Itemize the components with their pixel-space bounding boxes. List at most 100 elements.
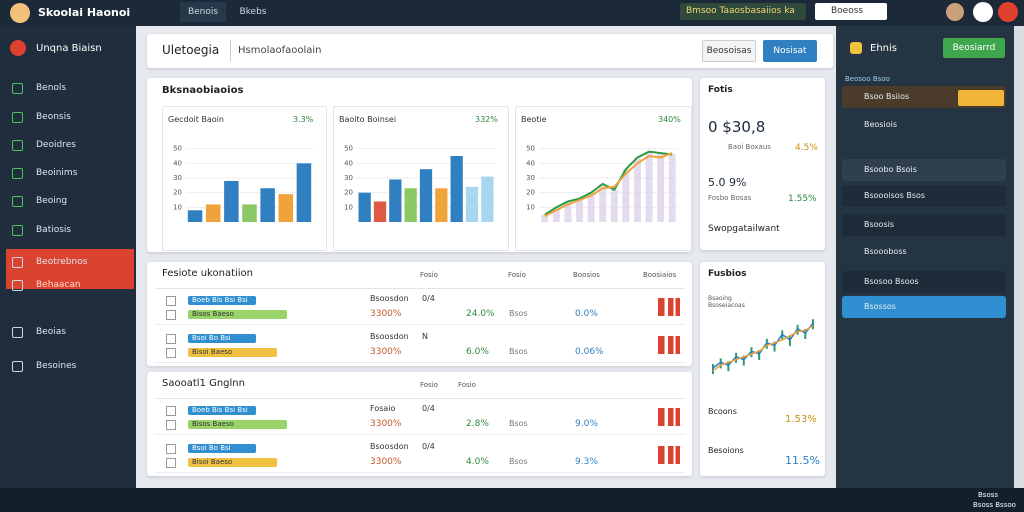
line (544, 152, 673, 218)
checkbox (166, 296, 176, 306)
row-name: Bsoosdon (370, 442, 409, 451)
sidebar-item[interactable]: Deoidres (36, 140, 76, 150)
y-tick-label: 30 (526, 174, 535, 182)
sidebar-item[interactable]: Benols (36, 83, 67, 93)
bar (187, 210, 203, 222)
y-tick-label: 50 (173, 145, 182, 153)
icon-button[interactable] (973, 2, 993, 22)
sidebar-icon (12, 112, 23, 123)
tab[interactable]: Benois (180, 2, 226, 22)
bar (205, 204, 221, 222)
bar (541, 214, 549, 222)
chart: 10 20 30 40 50 (173, 145, 313, 222)
date: Bsoss Bssoo (973, 501, 1016, 509)
tab[interactable]: Bkebs (239, 7, 267, 17)
rightbar-item[interactable]: Bsoooboss (864, 247, 907, 256)
mini-bars (658, 446, 680, 464)
y-tick-label: 10 (344, 203, 353, 211)
tag: Boeb Bis Bsi Bsi (188, 296, 256, 305)
header-title: Uletoegia (162, 43, 220, 57)
search[interactable]: Boeoss (815, 3, 887, 20)
divider (155, 472, 685, 473)
rightbar-item[interactable]: Bsosoo Bsoos (842, 271, 1006, 293)
sidebar-item[interactable]: Beonsis (36, 112, 71, 122)
bar (481, 176, 494, 222)
sidebar-icon (12, 140, 23, 151)
user-avatar[interactable] (946, 3, 964, 21)
row-name: Bsoosdon (370, 294, 409, 303)
divider (155, 362, 685, 363)
bar (224, 180, 239, 222)
stats-sub: Baoi Boxaus (728, 143, 771, 151)
sidebar-item[interactable]: Besoines (36, 361, 77, 371)
row-mid: N (422, 332, 428, 341)
row-value: Bsos (509, 347, 528, 356)
sidebar-item[interactable]: Beoias (36, 327, 66, 337)
row-value: 4.0% (466, 457, 489, 467)
bar (450, 156, 463, 222)
y-tick-label: 20 (344, 189, 353, 197)
row-mid: 0/4 (422, 404, 435, 413)
y-tick-label: 10 (526, 203, 535, 211)
sidebar-item[interactable]: Behaacan (36, 280, 81, 290)
y-tick-label: 50 (526, 145, 535, 153)
stats-pct: 1.55% (788, 194, 817, 204)
stats-card (700, 78, 825, 250)
sidebar-item[interactable]: Batiosis (36, 225, 72, 235)
sidebar-icon (12, 196, 23, 207)
sidebar-item[interactable]: Beoinims (36, 168, 78, 178)
rightbar-item[interactable]: Bsoooisos Bsos (842, 185, 1006, 207)
row-amount: 3300% (370, 419, 402, 429)
row-value: 6.0% (466, 347, 489, 357)
column-header: Fosio (420, 271, 438, 279)
button[interactable]: Beosoisas (702, 40, 756, 62)
column-header: Boosios (573, 271, 600, 279)
icon (850, 42, 862, 54)
y-tick-label: 50 (344, 145, 353, 153)
button[interactable]: Nosisat (763, 40, 817, 62)
bar (657, 153, 665, 222)
badge (958, 90, 1004, 106)
bar (296, 163, 312, 222)
row-mid: 0/4 (422, 442, 435, 451)
close-button[interactable] (998, 2, 1018, 22)
row-value: Bsos (509, 457, 528, 466)
chart-title: Baoito Boinsei (339, 115, 397, 124)
y-tick-label: 30 (173, 174, 182, 182)
bar (599, 183, 607, 222)
avatar (10, 3, 30, 23)
sidebar-item[interactable]: Beoing (36, 196, 68, 206)
sidebar-title: Unqna Biaisn (36, 43, 102, 54)
table-title: Fesiote ukonatiion (162, 268, 254, 279)
rightbar-item[interactable]: Bsossos (842, 296, 1006, 318)
chart-value: 3.3% (293, 115, 314, 124)
sidebar-icon (12, 327, 23, 338)
notice[interactable]: Bmsoo Taaosbasaiios ka (680, 3, 806, 20)
header-subtitle: Hsmolaofaoolain (238, 45, 322, 56)
rightbar-item[interactable]: Bsoosis (842, 214, 1006, 236)
trend-chart (712, 319, 814, 374)
row-amount: 3300% (370, 309, 402, 319)
trend-label: Bsaoing Bsoseiacoas (708, 295, 745, 309)
scrollbar (1014, 26, 1024, 488)
row-value: 9.0% (575, 419, 598, 429)
rightbar-item[interactable]: Beosiois (864, 120, 897, 129)
chart-value: 332% (475, 115, 498, 124)
bar (358, 192, 371, 222)
row-value: Bsos (509, 419, 528, 428)
bar (260, 188, 275, 222)
column-header: Fosio (420, 381, 438, 389)
tag: Bsoi Bo Bsi (188, 444, 256, 453)
rightbar-button[interactable]: Beosiarrd (943, 38, 1005, 58)
trend-card (700, 262, 825, 476)
row-value: 0.0% (575, 309, 598, 319)
checkbox (166, 334, 176, 344)
bar (633, 157, 641, 222)
row-name: Fosaio (370, 404, 396, 413)
trend-title: Fusbios (708, 269, 747, 279)
sidebar-item[interactable]: Beotrebnos (36, 257, 88, 267)
rightbar-item[interactable]: Bsoobo Bsois (842, 159, 1006, 181)
tag: Bisos Baeso (188, 310, 287, 319)
y-tick-label: 10 (173, 203, 182, 211)
stats-title: Fotis (708, 85, 733, 95)
